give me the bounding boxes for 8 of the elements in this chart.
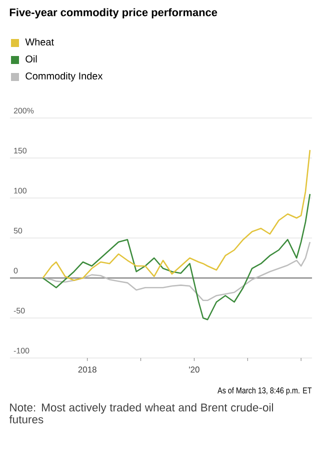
x-tick-label: 2018 xyxy=(78,366,96,373)
text: As of March 13, 8:46 p.m. ET xyxy=(218,387,312,396)
x-tick-label: '20 xyxy=(189,366,200,373)
legend-label: Commodity Index xyxy=(26,72,103,82)
text: Note: Most actively traded wheat and Brent crude-oil futures xyxy=(9,403,273,424)
legend-label: Wheat xyxy=(25,38,54,46)
chart-title: Five-year commodity price performance xyxy=(10,8,218,18)
legend-label: Oil xyxy=(26,55,37,63)
